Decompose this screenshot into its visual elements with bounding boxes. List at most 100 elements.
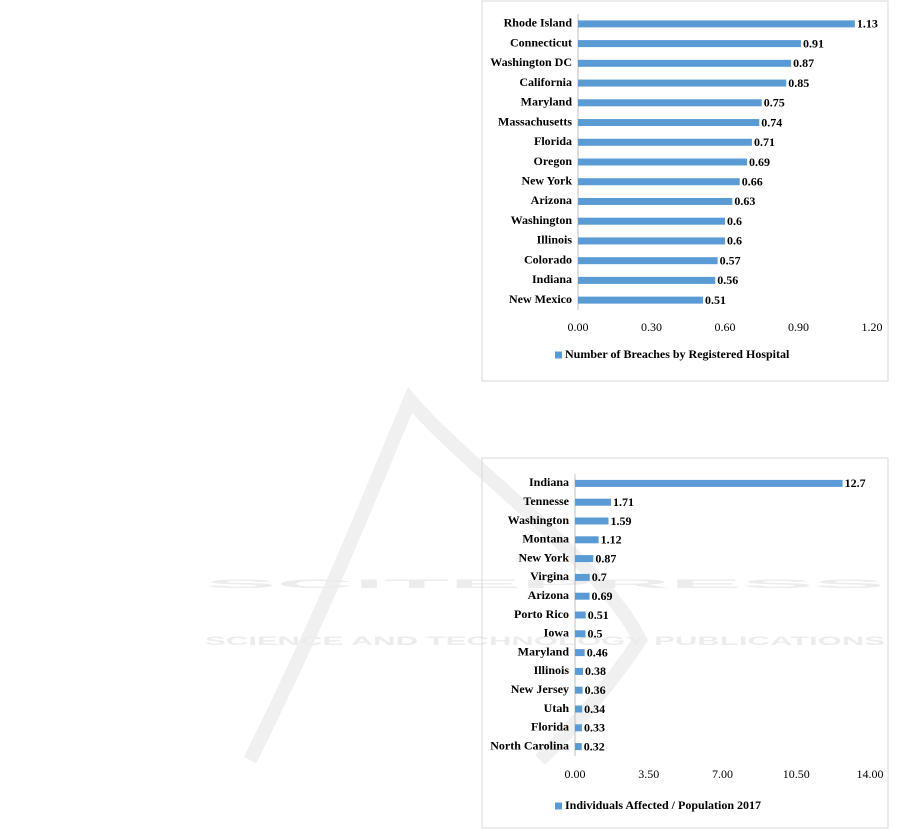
value-label: 0.36: [585, 683, 606, 697]
bar: [575, 536, 599, 544]
value-label: 0.56: [717, 273, 738, 287]
value-label: 0.69: [592, 589, 613, 603]
bar: [578, 119, 760, 127]
category-label: Maryland: [518, 644, 570, 658]
value-label: 0.5: [588, 627, 603, 641]
value-label: 0.6: [727, 214, 742, 228]
x-tick-label: 0.30: [641, 320, 662, 334]
bar: [575, 555, 594, 563]
category-label: Colorado: [524, 252, 572, 266]
category-label: Oregon: [534, 154, 573, 168]
bar: [578, 40, 801, 48]
x-tick-label: 0.90: [788, 320, 809, 334]
bar: [575, 630, 586, 638]
value-label: 0.51: [588, 608, 609, 622]
category-label: Illinois: [537, 233, 573, 247]
bar: [578, 158, 748, 166]
value-label: 0.69: [749, 155, 770, 169]
value-label: 0.75: [764, 96, 785, 110]
bar: [575, 724, 582, 732]
x-tick-label: 7.00: [712, 767, 733, 781]
chart-frame: [481, 0, 889, 382]
value-label: 1.59: [611, 514, 632, 528]
bar: [575, 573, 590, 581]
category-label: Porto Rico: [514, 607, 569, 621]
bar: [578, 138, 752, 146]
category-label: Indiana: [532, 272, 572, 286]
category-label: Florida: [534, 134, 572, 148]
value-label: 1.12: [601, 533, 622, 547]
watermark-shape: [243, 386, 649, 765]
x-tick-label: 0.60: [715, 320, 736, 334]
value-label: 1.13: [857, 17, 878, 31]
category-label: Maryland: [521, 95, 573, 109]
category-label: Washington: [511, 213, 573, 227]
bar: [578, 79, 787, 87]
value-label: 0.71: [754, 135, 775, 149]
x-tick-label: 3.50: [638, 767, 659, 781]
chart-frame: [481, 457, 889, 829]
value-label: 0.38: [585, 664, 606, 678]
category-label: California: [519, 75, 572, 89]
bar: [578, 296, 703, 304]
value-label: 0.7: [592, 570, 607, 584]
category-label: Washington DC: [490, 55, 572, 69]
category-label: Massachusetts: [498, 114, 572, 128]
category-label: New York: [521, 173, 572, 187]
bar: [578, 237, 725, 245]
bar: [575, 686, 583, 694]
bar: [575, 649, 585, 657]
value-label: 0.33: [584, 721, 605, 735]
category-label: Rhode Island: [504, 16, 573, 30]
bar: [575, 705, 583, 713]
bar: [575, 611, 586, 619]
category-label: Utah: [544, 701, 570, 715]
bar: [575, 479, 843, 487]
value-label: 0.6: [727, 234, 742, 248]
bar: [578, 217, 725, 225]
value-label: 0.32: [584, 739, 605, 753]
bar: [578, 276, 716, 284]
category-label: Illinois: [534, 663, 570, 677]
value-label: 0.51: [705, 293, 726, 307]
bar: [578, 20, 855, 28]
x-tick-label: 14.00: [857, 767, 884, 781]
legend-label: Number of Breaches by Registered Hospita…: [565, 347, 790, 361]
category-label: Arizona: [531, 193, 572, 207]
category-label: Montana: [522, 532, 569, 546]
value-label: 12.7: [845, 476, 866, 490]
bar: [578, 178, 740, 186]
category-label: Connecticut: [510, 35, 572, 49]
category-label: Iowa: [544, 626, 569, 640]
x-tick-label: 1.20: [862, 320, 883, 334]
category-label: Virgina: [530, 569, 569, 583]
value-label: 0.91: [803, 36, 824, 50]
category-label: North Carolina: [490, 738, 569, 752]
legend-label: Individuals Affected / Population 2017: [565, 798, 761, 812]
value-label: 0.46: [587, 645, 608, 659]
value-label: 0.34: [584, 702, 605, 716]
watermark-title: SCITEPRESS: [205, 577, 885, 591]
value-label: 0.87: [793, 56, 814, 70]
category-label: Tennesse: [523, 494, 569, 508]
value-label: 0.57: [720, 253, 741, 267]
value-label: 0.74: [761, 115, 782, 129]
bar: [578, 59, 792, 67]
category-label: Indiana: [529, 475, 569, 489]
x-tick-label: 0.00: [565, 767, 586, 781]
category-label: New Jersey: [511, 682, 569, 696]
x-tick-label: 10.50: [783, 767, 810, 781]
value-label: 1.71: [613, 495, 634, 509]
bar: [575, 517, 609, 525]
bar: [575, 592, 590, 600]
value-label: 0.87: [595, 551, 616, 565]
value-label: 0.63: [734, 194, 755, 208]
category-label: New Mexico: [509, 292, 572, 306]
bar: [578, 99, 762, 107]
value-label: 0.85: [788, 76, 809, 90]
x-tick-label: 0.00: [568, 320, 589, 334]
bar: [578, 257, 718, 265]
legend-swatch: [555, 802, 562, 810]
bar: [575, 667, 584, 675]
